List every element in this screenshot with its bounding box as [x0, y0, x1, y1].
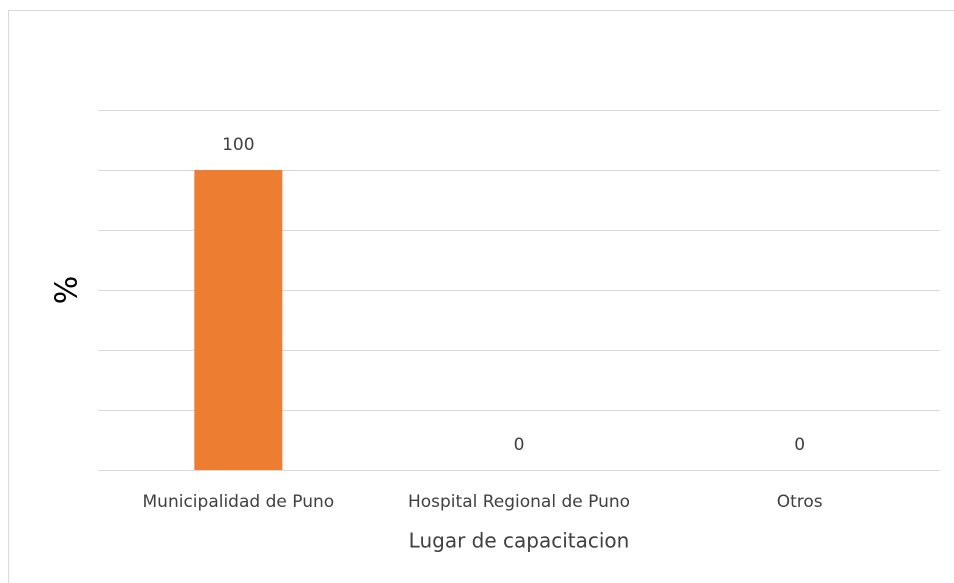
- data-label: 100: [222, 135, 254, 155]
- x-axis-title: Lugar de capacitacion: [409, 529, 630, 553]
- x-tick-label: Otros: [777, 492, 823, 512]
- data-label: 0: [794, 435, 805, 455]
- data-label: 0: [514, 435, 525, 455]
- x-tick-label: Hospital Regional de Puno: [408, 492, 630, 512]
- x-tick-label: Municipalidad de Puno: [143, 492, 335, 512]
- y-axis-title: %: [50, 276, 85, 305]
- bar: [194, 170, 283, 470]
- chart-frame: [8, 10, 954, 583]
